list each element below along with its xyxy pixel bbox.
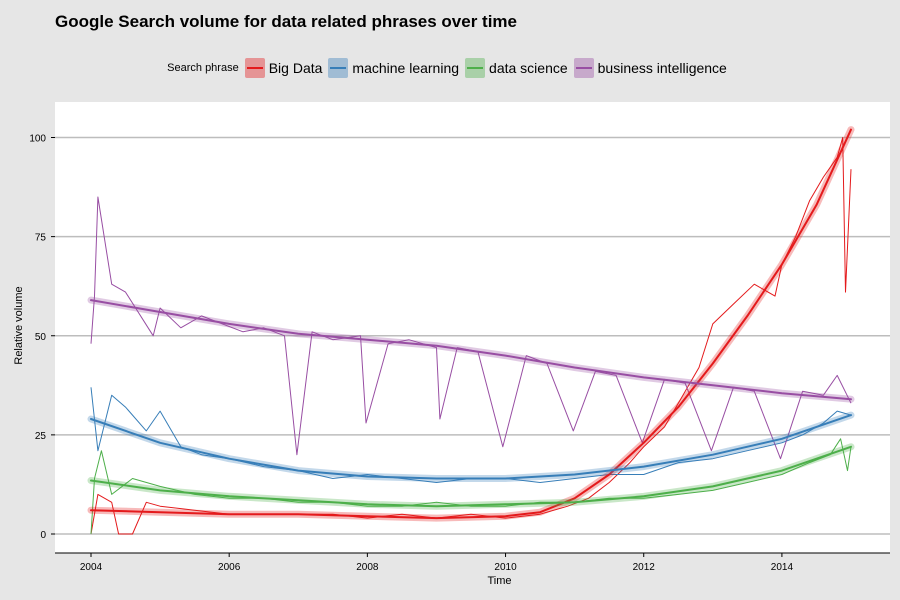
trend-line-machine-learning (90, 414, 852, 480)
legend-item-machine-learning: machine learning (328, 58, 459, 78)
tick-label-x-2006: 2006 (218, 562, 241, 573)
legend-item-big-data: Big Data (244, 58, 323, 78)
legend-key-big-data (244, 58, 265, 78)
legend-item-business-intelligence: business intelligence (573, 58, 727, 78)
legend-key-business-intelligence (573, 58, 594, 78)
chart-title: Google Search volume for data related ph… (55, 12, 517, 31)
tick-label-y-0: 0 (40, 530, 46, 541)
legend-label-machine-learning: machine learning (352, 60, 460, 76)
y-axis-label: Relative volume (13, 286, 25, 364)
legend-label-business-intelligence: business intelligence (597, 60, 727, 76)
tick-label-x-2010: 2010 (494, 562, 517, 573)
x-axis-label: Time (487, 575, 511, 587)
tick-label-y-75: 75 (35, 233, 47, 244)
legend-item-data-science: data science (465, 58, 568, 78)
tick-label-x-2008: 2008 (356, 562, 379, 573)
trend-line-data-science (90, 445, 852, 508)
series-line-business-intelligence (90, 196, 852, 460)
legend-label-big-data: Big Data (268, 60, 323, 76)
tick-label-y-25: 25 (35, 431, 47, 442)
tick-label-x-2014: 2014 (771, 562, 794, 573)
legend-label-data-science: data science (489, 60, 568, 76)
legend-title: Search phrase (167, 62, 239, 74)
legend-key-data-science (465, 58, 486, 78)
trend-line-business-intelligence (90, 299, 852, 401)
tick-label-y-50: 50 (35, 332, 47, 343)
series-line-machine-learning (90, 387, 852, 483)
tick-label-y-100: 100 (29, 134, 46, 145)
legend-key-machine-learning (328, 58, 349, 78)
trend-line-big-data (90, 128, 852, 520)
legend: Search phrase Big Data machine learning … (0, 56, 900, 80)
tick-label-x-2004: 2004 (80, 562, 103, 573)
tick-label-x-2012: 2012 (633, 562, 656, 573)
